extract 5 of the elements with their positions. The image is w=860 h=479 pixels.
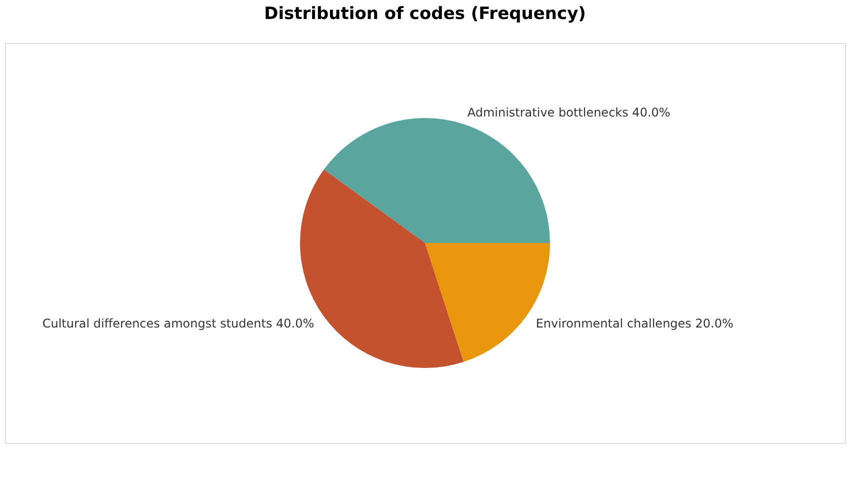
- chart-title: Distribution of codes (Frequency): [264, 4, 586, 24]
- pie-slice: [324, 118, 550, 243]
- slice-label: Administrative bottlenecks 40.0%: [467, 106, 670, 120]
- slice-label: Environmental challenges 20.0%: [536, 316, 734, 331]
- slice-label: Cultural differences amongst students 40.0%: [42, 316, 314, 331]
